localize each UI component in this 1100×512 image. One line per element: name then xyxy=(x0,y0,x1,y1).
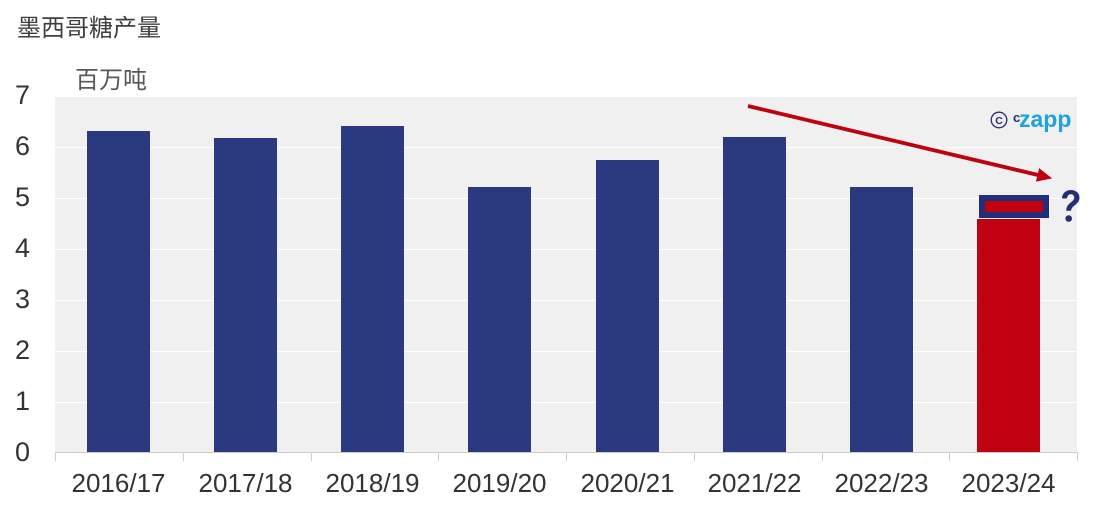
svg-text:C: C xyxy=(995,115,1003,127)
